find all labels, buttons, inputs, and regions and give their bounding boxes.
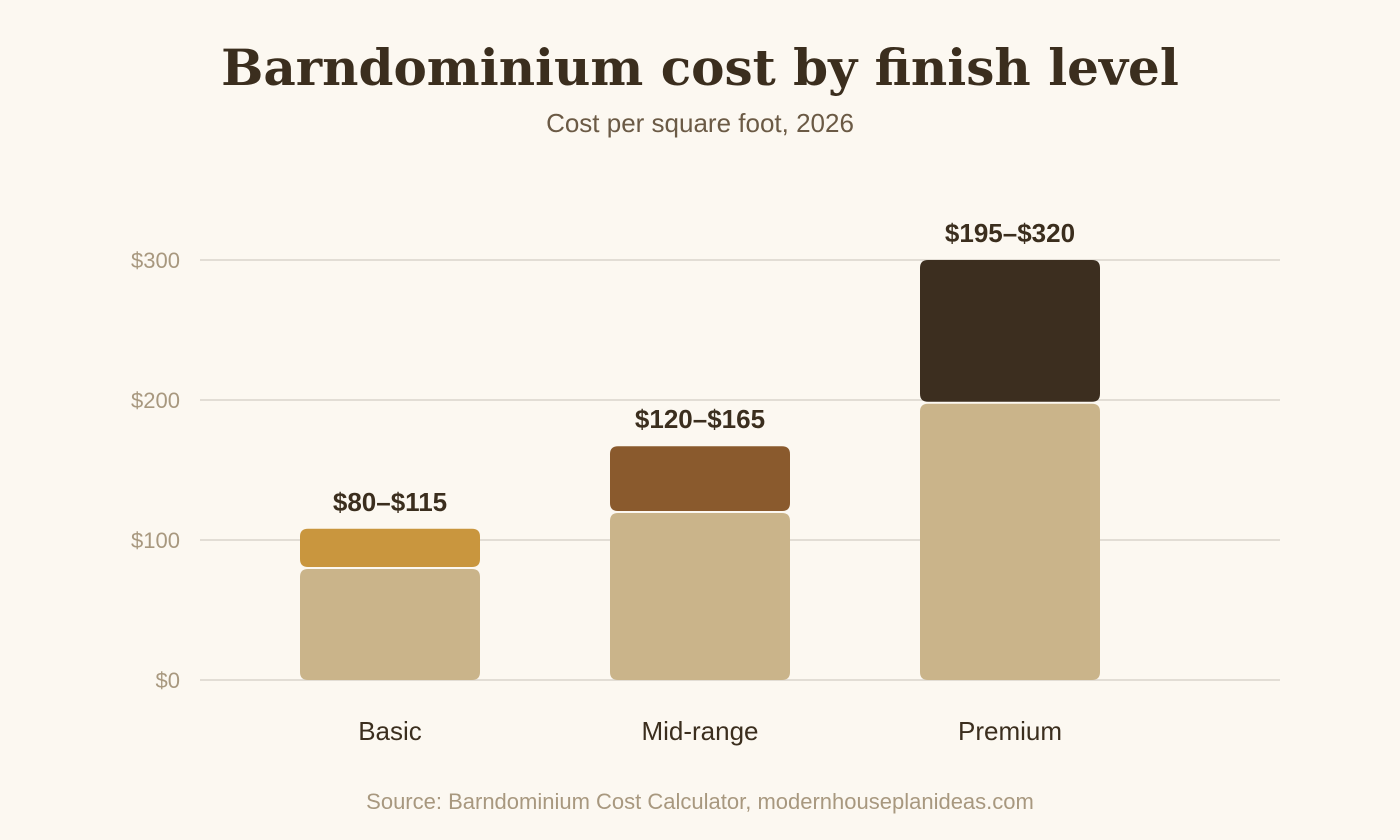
data-label: $80–$115 (333, 487, 447, 517)
bar-basic-segment-1 (300, 569, 480, 680)
y-tick-label: $300 (131, 248, 180, 273)
bar-premium-segment-2 (920, 260, 1100, 402)
bar-mid-range-segment-1 (610, 513, 790, 680)
bar-premium-segment-1 (920, 403, 1100, 680)
x-category-label: Premium (958, 716, 1062, 746)
y-tick-label: $200 (131, 388, 180, 413)
bar-basic-segment-2 (300, 528, 480, 567)
bars (300, 260, 1100, 680)
data-label: $195–$320 (945, 218, 1075, 248)
chart-source: Source: Barndominium Cost Calculator, mo… (366, 789, 1034, 814)
chart-title: Barndominium cost by finish level (221, 38, 1179, 97)
x-category-label: Mid-range (641, 716, 758, 746)
x-axis-categories: Basic Mid-range Premium (358, 716, 1062, 746)
y-tick-label: $100 (131, 528, 180, 553)
y-tick-label: $0 (156, 668, 180, 693)
chart-subtitle: Cost per square foot, 2026 (546, 108, 854, 138)
bar-mid-range-segment-2 (610, 446, 790, 511)
data-label: $120–$165 (635, 404, 765, 434)
y-axis-ticks: $0 $100 $200 $300 (131, 248, 180, 693)
x-category-label: Basic (358, 716, 422, 746)
data-labels: $80–$115 $120–$165 $195–$320 (333, 218, 1075, 517)
